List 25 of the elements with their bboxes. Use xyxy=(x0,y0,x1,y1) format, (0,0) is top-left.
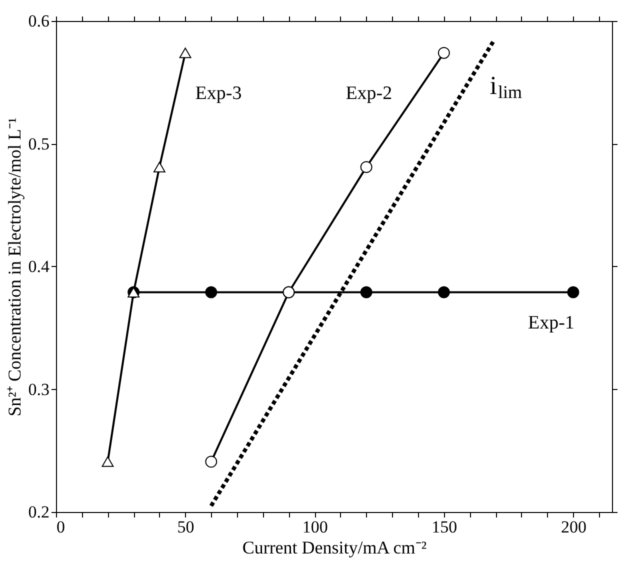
y-axis-title: Sn²⁺ Concentration in Electrolyte/mol L⁻¹ xyxy=(4,118,24,416)
y-tick-label: 0.5 xyxy=(28,134,50,154)
point xyxy=(438,286,450,298)
point xyxy=(102,456,114,467)
x-tick-label: 100 xyxy=(302,518,328,536)
point xyxy=(205,456,218,468)
series-label: Exp-1 xyxy=(528,312,574,334)
series-label: Exp-2 xyxy=(346,82,392,104)
y-tick-label: 0.4 xyxy=(28,257,50,276)
x-tick-label: 150 xyxy=(432,518,458,536)
point xyxy=(567,286,580,298)
x-tick-label: 200 xyxy=(560,518,586,536)
point xyxy=(438,46,450,59)
point xyxy=(205,286,218,298)
y-tick-label: 0.2 xyxy=(28,502,50,522)
point xyxy=(153,162,166,172)
series-label: Exp-3 xyxy=(195,82,242,104)
point xyxy=(360,286,372,298)
y-tick-label: 0.3 xyxy=(28,380,50,399)
x-tick-label: 50 xyxy=(177,518,194,536)
y-tick-label: 0.6 xyxy=(28,12,50,30)
x-axis-title: Current Density/mA cm⁻² xyxy=(242,538,427,558)
point xyxy=(360,161,372,174)
x-tick-label: 0 xyxy=(56,518,65,536)
point xyxy=(179,48,192,58)
